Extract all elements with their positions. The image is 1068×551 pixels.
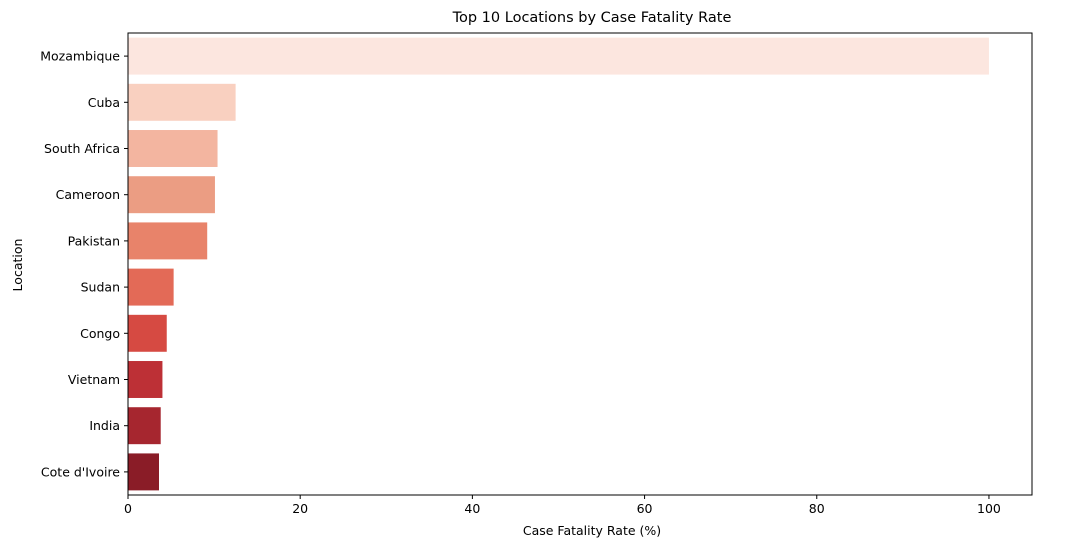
y-tick-label: Cameroon xyxy=(56,187,120,202)
y-tick-label: Mozambique xyxy=(40,49,120,64)
y-tick-label: Vietnam xyxy=(68,372,120,387)
y-tick-label: South Africa xyxy=(44,141,120,156)
x-tick-label: 0 xyxy=(124,501,132,516)
y-tick-label: Sudan xyxy=(81,280,120,295)
y-tick-label: India xyxy=(89,418,120,433)
bar-pakistan xyxy=(128,222,208,260)
bar-cameroon xyxy=(128,176,215,214)
x-tick-label: 100 xyxy=(977,501,1001,516)
chart-title: Top 10 Locations by Case Fatality Rate xyxy=(452,10,732,26)
y-axis-label: Location xyxy=(10,239,25,292)
axes-layer: Mozambique Cuba South Africa Cameroon Pakist… xyxy=(40,49,1001,516)
bar-sudan xyxy=(128,268,174,306)
bar-cuba xyxy=(128,83,236,121)
plot-frame xyxy=(127,32,1033,496)
bar-cote-d-ivoire xyxy=(128,453,159,491)
bar-south-africa xyxy=(128,130,218,167)
x-axis-label: Case Fatality Rate (%) xyxy=(523,523,661,538)
bars-layer xyxy=(128,37,989,491)
y-tick-label: Congo xyxy=(80,326,120,341)
x-tick-label: 20 xyxy=(292,501,308,516)
x-tick-label: 60 xyxy=(637,501,653,516)
bar-vietnam xyxy=(128,361,163,398)
bar-congo xyxy=(128,314,167,352)
y-tick-label: Pakistan xyxy=(68,233,120,248)
x-tick-label: 40 xyxy=(464,501,480,516)
y-tick-label: Cuba xyxy=(88,95,120,110)
bar-mozambique xyxy=(128,37,989,75)
x-tick-label: 80 xyxy=(809,501,825,516)
bar-india xyxy=(128,407,161,445)
y-tick-label: Cote d'Ivoire xyxy=(41,464,120,479)
